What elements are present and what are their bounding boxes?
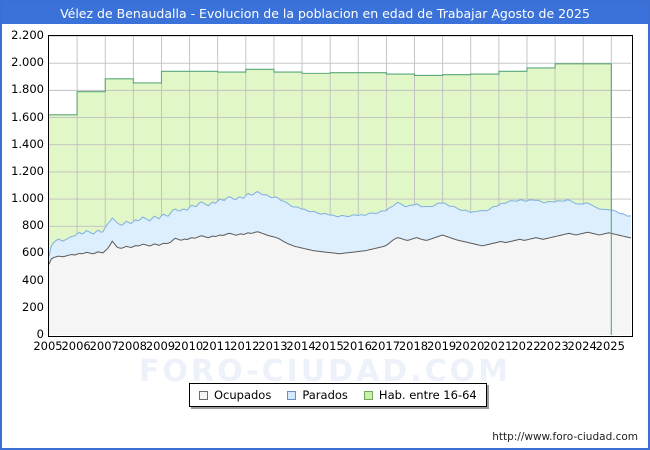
legend-label: Parados — [302, 388, 348, 402]
y-tick-label: 2.200 — [11, 28, 44, 42]
y-tick-label: 1.200 — [11, 163, 44, 178]
legend-swatch-icon — [287, 390, 297, 400]
x-tick-label: 2024 — [567, 339, 597, 353]
y-tick-label: 1.600 — [11, 109, 44, 124]
x-tick-label: 2006 — [61, 339, 91, 353]
y-tick-label: 200 — [22, 299, 44, 314]
x-tick-label: 2014 — [286, 339, 316, 353]
x-tick-label: 2017 — [370, 339, 401, 353]
y-tick-label: 0 — [36, 327, 44, 341]
legend-item[interactable]: Hab. entre 16-64 — [363, 388, 477, 402]
x-tick-label: 2025 — [595, 339, 625, 353]
legend-swatch-icon — [363, 390, 373, 400]
x-tick-label: 2009 — [145, 339, 176, 353]
legend-swatch-icon — [199, 390, 208, 400]
x-tick-label: 2015 — [314, 339, 344, 353]
x-tick-label: 2007 — [89, 339, 119, 353]
x-tick-label: 2018 — [398, 339, 429, 353]
x-tick-label: 2023 — [539, 339, 569, 353]
x-tick-label: 2021 — [483, 339, 513, 353]
x-tick-label: 2011 — [202, 339, 232, 353]
y-tick-label: 600 — [22, 245, 44, 260]
x-tick-label: 2010 — [173, 339, 204, 353]
legend-label: Hab. entre 16-64 — [378, 388, 477, 402]
y-tick-label: 1.800 — [11, 82, 44, 97]
page-title: Vélez de Benaudalla - Evolucion de la po… — [60, 5, 590, 21]
chart-canvas — [49, 36, 631, 335]
x-tick-label: 2020 — [455, 339, 485, 353]
legend-item[interactable]: Parados — [287, 388, 348, 402]
chart-legend: Ocupados Parados Hab. entre 16-64 — [189, 383, 487, 407]
x-tick-label: 2016 — [342, 339, 372, 353]
legend-label: Ocupados — [214, 388, 272, 402]
x-tick-label: 2012 — [230, 339, 260, 353]
plot-frame — [48, 35, 633, 337]
x-tick-label: 2005 — [33, 339, 63, 353]
y-tick-label: 1.000 — [11, 191, 44, 206]
x-axis-labels: 2005 2006 2007 2008 2009 2010 2011 2012 2013 2014… — [33, 339, 633, 357]
y-tick-label: 1.400 — [11, 136, 44, 151]
y-tick-label: 400 — [22, 272, 44, 287]
source-url: http://www.foro-ciudad.com — [492, 431, 638, 443]
window-title-bar: Vélez de Benaudalla - Evolucion de la po… — [2, 2, 648, 24]
legend-item[interactable]: Ocupados — [199, 388, 271, 402]
x-tick-label: 2013 — [258, 339, 288, 353]
plot-area — [48, 35, 633, 337]
y-axis-labels: 0 200 400 600 800 1.000 1.200 1.400 1.600 1.800 2.… — [2, 28, 44, 341]
x-tick-label: 2022 — [511, 339, 541, 353]
y-tick-label: 800 — [22, 218, 44, 233]
x-tick-label: 2008 — [117, 339, 147, 353]
x-tick-label: 2019 — [426, 339, 457, 353]
y-tick-label: 2.000 — [11, 55, 44, 70]
